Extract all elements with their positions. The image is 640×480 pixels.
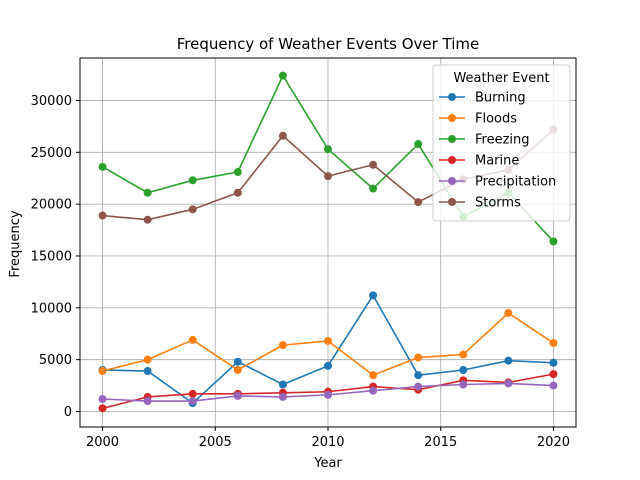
legend: Weather Event Burning Floods Freezing Marine… [432,64,571,222]
legend-marker [448,135,456,143]
data-point-burning [324,361,332,370]
data-point-floods [233,365,242,374]
y-tick-label: 20000 [31,198,72,213]
data-point-precipitation [278,392,287,401]
data-point-storms [233,188,242,197]
legend-box [432,64,571,222]
data-point-precipitation [414,382,423,391]
axis-ticks: 2000 2005 2010 2015 2020 0 5000 10000 15000 20000… [31,94,570,450]
data-point-floods [549,339,558,348]
x-tick-label: 2000 [86,435,119,450]
legend-marker [448,114,456,122]
data-point-burning [278,380,287,389]
data-point-storms [324,172,332,181]
data-point-floods [278,341,287,350]
data-point-freezing [278,71,287,80]
legend-label: Marine [475,154,519,169]
chart-title: Frequency of Weather Events Over Time [177,35,480,53]
legend-title: Weather Event [453,71,549,86]
data-point-burning [369,291,378,300]
data-point-precipitation [369,386,378,395]
data-point-precipitation [549,381,558,390]
series-precipitation [98,379,558,406]
data-point-burning [233,357,242,366]
x-tick-label: 2015 [424,435,457,450]
legend-label: Burning [475,91,526,106]
data-point-floods [504,308,513,317]
data-point-precipitation [324,390,332,399]
data-point-floods [143,355,152,364]
legend-label: Freezing [475,133,530,148]
y-tick-label: 25000 [31,146,72,161]
x-axis-label: Year [313,456,342,471]
data-point-floods [98,367,107,376]
data-point-storms [98,211,107,220]
y-tick-label: 0 [64,405,72,420]
data-point-storms [414,198,423,207]
legend-marker [448,177,456,185]
data-point-freezing [143,188,152,197]
legend-item-floods: Floods [439,112,517,127]
legend-label: Storms [475,196,521,211]
legend-marker [448,93,456,101]
data-point-floods [459,350,468,359]
data-point-storms [278,131,287,140]
data-point-floods [369,371,378,380]
legend-label: Precipitation [475,175,556,190]
data-point-floods [324,336,332,345]
x-tick-label: 2005 [199,435,232,450]
legend-item-burning: Burning [439,91,526,106]
data-point-burning [414,371,423,380]
data-point-freezing [98,162,107,171]
data-point-burning [504,356,513,365]
data-point-freezing [324,145,332,154]
data-point-marine [549,370,558,379]
series-floods [98,308,558,380]
data-point-freezing [369,184,378,193]
data-point-freezing [414,140,423,149]
legend-label: Floods [475,112,517,127]
data-point-storms [369,160,378,169]
data-point-precipitation [504,379,513,388]
x-tick-label: 2010 [311,435,344,450]
y-tick-label: 10000 [31,301,72,316]
data-point-precipitation [98,395,107,404]
legend-marker [448,198,456,206]
y-tick-label: 30000 [31,94,72,109]
y-axis-label: Frequency [8,210,23,277]
data-point-precipitation [233,391,242,400]
legend-item-freezing: Freezing [439,133,530,148]
y-tick-label: 5000 [39,353,72,368]
data-point-precipitation [143,397,152,406]
data-point-floods [414,353,423,362]
data-point-storms [188,205,197,214]
data-point-floods [188,335,197,344]
data-point-burning [549,358,558,367]
legend-item-marine: Marine [439,154,519,169]
x-tick-label: 2020 [537,435,570,450]
legend-marker [448,156,456,164]
data-point-marine [188,389,197,398]
data-point-precipitation [459,380,468,389]
data-point-burning [143,367,152,376]
data-point-marine [98,404,107,413]
data-point-freezing [188,176,197,185]
data-point-storms [143,215,152,224]
data-point-burning [459,365,468,374]
data-point-freezing [549,237,558,246]
data-point-precipitation [188,397,197,406]
legend-item-precipitation: Precipitation [439,175,556,190]
legend-item-storms: Storms [439,196,521,211]
y-tick-label: 15000 [31,249,72,264]
data-point-freezing [233,168,242,177]
